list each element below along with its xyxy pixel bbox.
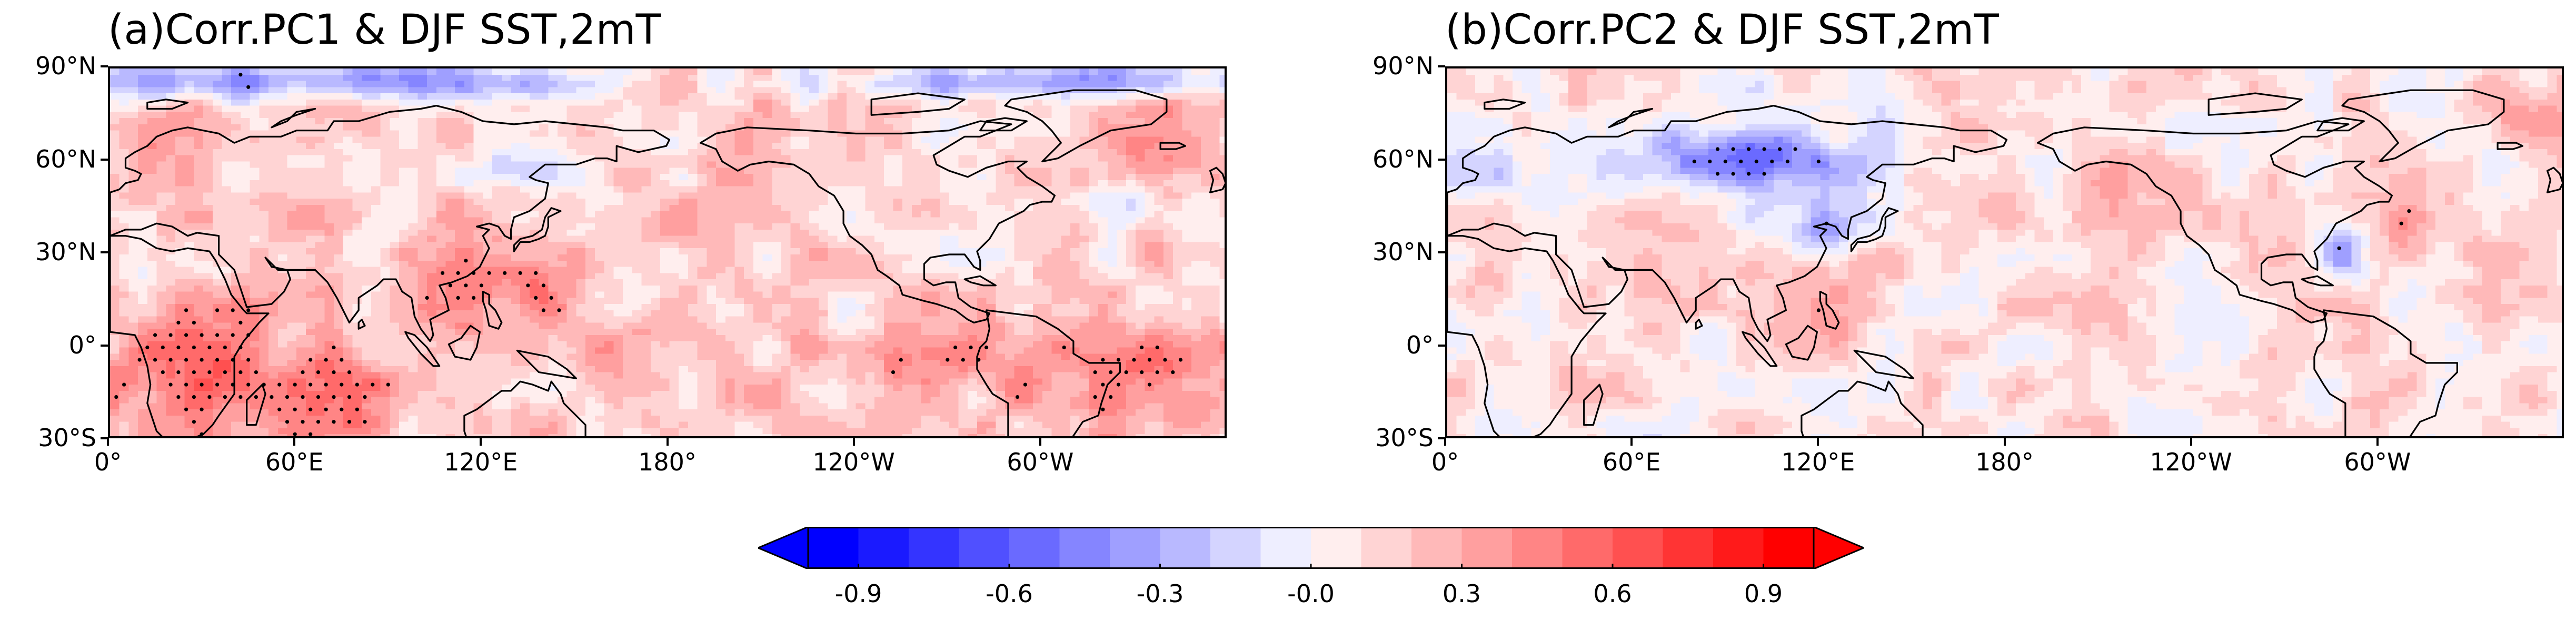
lat-label: 0°: [68, 330, 96, 359]
lon-tick: [1630, 438, 1633, 446]
lon-label: 120°E: [444, 448, 518, 476]
lat-tick: [101, 65, 108, 67]
panel-a-field: [110, 68, 1225, 436]
lat-tick: [1438, 344, 1445, 347]
colorbar-segment: [1160, 527, 1211, 569]
lat-label: 30°S: [1375, 424, 1434, 452]
colorbar-segment: [1260, 527, 1311, 569]
panel-a-correlation-field: [110, 68, 1225, 436]
panel-a-title: (a)Corr.PC1 & DJF SST,2mT: [108, 6, 661, 54]
lon-label: 120°W: [812, 448, 895, 476]
lon-tick: [666, 438, 669, 446]
colorbar-segment: [1613, 527, 1663, 569]
colorbar-tick-label: -0.3: [1136, 579, 1184, 608]
lon-tick: [293, 438, 296, 446]
colorbar-segment: [1009, 527, 1060, 569]
lon-label: 180°: [1975, 448, 2034, 476]
panel-b-field: [1447, 68, 2562, 436]
colorbar-segment: [858, 527, 909, 569]
colorbar: [758, 527, 1864, 569]
colorbar-segment: [959, 527, 1010, 569]
colorbar-segment: [1311, 527, 1361, 569]
lat-tick: [101, 437, 108, 439]
lat-label: 90°N: [35, 52, 96, 80]
colorbar-segment: [1361, 527, 1412, 569]
colorbar-segment: [1411, 527, 1462, 569]
lat-label: 30°N: [35, 238, 96, 266]
colorbar-tick-label: 0.9: [1744, 579, 1783, 608]
colorbar-segment: [1461, 527, 1513, 569]
colorbar-segment: [1763, 527, 1814, 569]
lat-tick: [1438, 251, 1445, 253]
lon-label: 0°: [1431, 448, 1459, 476]
colorbar-extend-min: [758, 527, 809, 569]
lat-tick: [101, 251, 108, 253]
lon-tick: [852, 438, 855, 446]
colorbar-segment: [909, 527, 959, 569]
panel-a-coastlines: [110, 89, 1225, 436]
colorbar-segment: [808, 527, 859, 569]
lat-tick: [101, 344, 108, 347]
colorbar-tick-label: -0.6: [986, 579, 1033, 608]
lon-label: 60°W: [2344, 448, 2411, 476]
lon-tick: [1039, 438, 1041, 446]
lon-tick: [480, 438, 482, 446]
colorbar-segment: [1210, 527, 1261, 569]
lat-label: 60°N: [1372, 144, 1434, 173]
colorbar-tick-label: -0.0: [1287, 579, 1335, 608]
panel-b-map: [1445, 66, 2564, 438]
lon-tick: [107, 438, 109, 446]
colorbar-segment: [1512, 527, 1563, 569]
lon-label: 60°W: [1007, 448, 1074, 476]
colorbar-extend-max: [1813, 527, 1864, 569]
lon-label: 0°: [94, 448, 122, 476]
lon-label: 60°E: [265, 448, 324, 476]
lon-label: 120°W: [2150, 448, 2232, 476]
colorbar-segment: [1663, 527, 1714, 569]
panel-b-coastlines: [1447, 89, 2562, 436]
lat-label: 30°S: [38, 424, 96, 452]
panel-b-title: (b)Corr.PC2 & DJF SST,2mT: [1445, 6, 1999, 54]
lat-tick: [1438, 158, 1445, 161]
colorbar-segment: [1059, 527, 1110, 569]
lon-tick: [1817, 438, 1819, 446]
colorbar-segment: [1110, 527, 1160, 569]
lon-label: 180°: [638, 448, 697, 476]
lon-tick: [2190, 438, 2192, 446]
colorbar-segment: [1562, 527, 1613, 569]
colorbar-tick-label: -0.9: [834, 579, 882, 608]
panel-b-significance-stippling: [1692, 147, 2411, 312]
lon-tick: [1444, 438, 1446, 446]
lat-label: 30°N: [1372, 238, 1434, 266]
colorbar-segment: [1713, 527, 1764, 569]
colorbar-tick-label: 0.6: [1593, 579, 1632, 608]
panel-a-map: [108, 66, 1227, 438]
lon-tick: [2376, 438, 2379, 446]
lat-tick: [1438, 65, 1445, 67]
lat-label: 0°: [1406, 330, 1434, 359]
lat-label: 90°N: [1372, 52, 1434, 80]
lon-label: 60°E: [1602, 448, 1661, 476]
panel-b-correlation-field: [1447, 68, 2562, 436]
panel-a-significance-stippling: [114, 73, 1183, 436]
lat-label: 60°N: [35, 144, 96, 173]
lon-tick: [2003, 438, 2006, 446]
lon-label: 120°E: [1781, 448, 1855, 476]
lat-tick: [1438, 437, 1445, 439]
lat-tick: [101, 158, 108, 161]
colorbar-tick-label: 0.3: [1442, 579, 1481, 608]
